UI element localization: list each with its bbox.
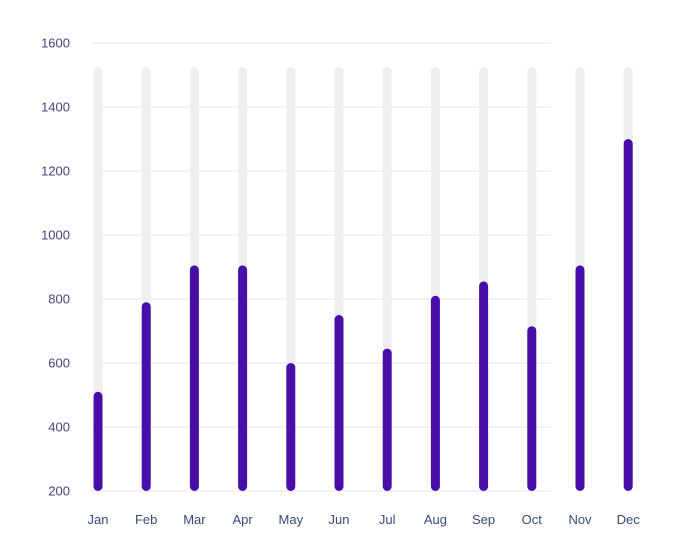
- y-tick-label: 1600: [41, 36, 70, 51]
- bar-dec[interactable]: [623, 139, 633, 491]
- y-tick-label: 600: [48, 356, 70, 371]
- bar-oct[interactable]: [527, 326, 537, 491]
- x-axis-ticks: Jan Feb Mar Apr May Jun Jul Aug Sep Oct Nov Dec: [88, 512, 641, 527]
- y-tick-label: 400: [48, 420, 70, 435]
- bar-apr[interactable]: [238, 265, 248, 491]
- y-axis-ticks: 1600 1400 1200 1000 800 600 400 200: [41, 36, 70, 499]
- x-tick-label-apr: Apr: [232, 512, 253, 527]
- x-tick-label-oct: Oct: [522, 512, 543, 527]
- bar-track-jan: [93, 67, 103, 491]
- bars: [93, 67, 633, 491]
- x-tick-label-aug: Aug: [424, 512, 447, 527]
- y-tick-label: 1200: [41, 164, 70, 179]
- bar-jun[interactable]: [334, 315, 344, 491]
- bar-jan[interactable]: [93, 391, 103, 491]
- y-tick-label: 200: [48, 484, 70, 499]
- x-tick-label-nov: Nov: [568, 512, 592, 527]
- x-tick-label-sep: Sep: [472, 512, 495, 527]
- bar-sep[interactable]: [479, 281, 489, 491]
- y-tick-label: 1000: [41, 228, 70, 243]
- x-tick-label-jun: Jun: [329, 512, 350, 527]
- bar-feb[interactable]: [141, 302, 151, 491]
- x-tick-label-dec: Dec: [617, 512, 641, 527]
- bar-mar[interactable]: [189, 265, 199, 491]
- bar-may[interactable]: [286, 363, 296, 491]
- bar-jul[interactable]: [382, 348, 392, 491]
- bar-nov[interactable]: [575, 265, 585, 491]
- x-tick-label-jul: Jul: [379, 512, 396, 527]
- x-tick-label-may: May: [279, 512, 304, 527]
- y-tick-label: 1400: [41, 100, 70, 115]
- x-tick-label-feb: Feb: [135, 512, 157, 527]
- grid-lines: [92, 42, 551, 492]
- x-tick-label-jan: Jan: [88, 512, 109, 527]
- x-tick-label-mar: Mar: [183, 512, 206, 527]
- y-tick-label: 800: [48, 292, 70, 307]
- bar-aug[interactable]: [430, 295, 440, 491]
